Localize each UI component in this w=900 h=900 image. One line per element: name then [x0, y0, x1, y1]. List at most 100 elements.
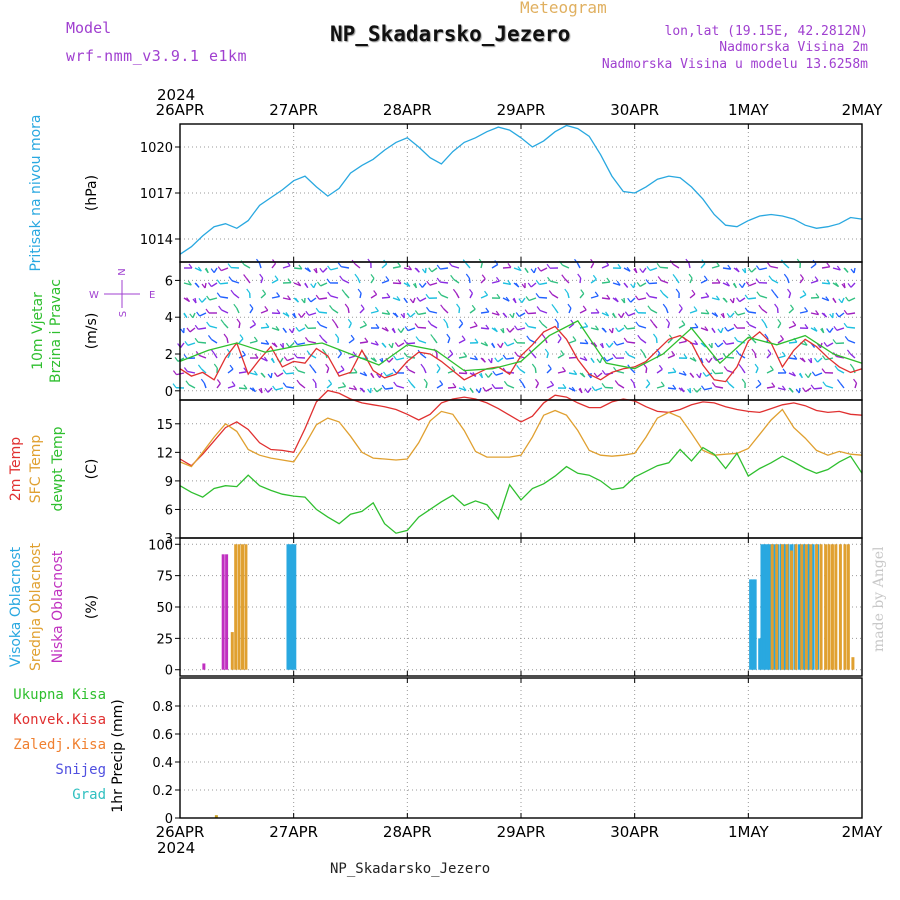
wind-barb-flag	[184, 340, 189, 346]
wind-barb-flag	[514, 325, 519, 331]
wind-barb-flag	[745, 281, 750, 287]
y-tick-label: 1014	[140, 233, 173, 248]
wind-barb-flag	[789, 387, 794, 393]
wind-barb-flag	[758, 304, 763, 310]
wind-barb	[551, 293, 559, 299]
year-label-bottom: 2024	[157, 839, 195, 857]
wind-barb-flag	[602, 327, 607, 333]
wind-barb-flag	[452, 288, 457, 294]
panel-precip: 0 0.2 0.4 0.6 0.8 Ukupna Kisa Konvek.Kisa Zaled…	[13, 677, 863, 827]
wind-barb	[187, 370, 196, 374]
wind-barb-flag	[227, 263, 232, 268]
wind-barb-flag	[296, 379, 301, 385]
wind-barb-flag	[615, 327, 620, 333]
precip-legend-label: Ukupna Kisa	[13, 687, 106, 703]
wind-barb-flag	[231, 381, 236, 387]
wind-barb	[198, 327, 207, 330]
wind-barb-flag	[708, 343, 713, 349]
wind-barb	[502, 266, 511, 269]
wind-barb	[590, 278, 597, 284]
wind-barb-flag	[557, 334, 562, 339]
wind-barb-flag	[705, 309, 710, 315]
wind-barb-flag	[680, 387, 685, 393]
wind-barb-flag	[370, 373, 375, 379]
wind-barb-flag	[473, 321, 478, 327]
wind-barb	[777, 338, 784, 344]
wind-barb-flag	[475, 388, 480, 394]
wind-barb-flag	[727, 264, 732, 270]
wind-barb	[409, 312, 416, 318]
wind-barb-flag	[581, 372, 586, 378]
precip-legend-label: Konvek.Kisa	[13, 712, 106, 728]
wind-key-south: S	[118, 311, 129, 317]
wind-barb	[632, 282, 636, 289]
wind-barb	[596, 372, 603, 378]
wind-barb	[354, 263, 361, 269]
wind-barb	[612, 282, 621, 286]
wind-barb-flag	[406, 282, 411, 287]
wind-barb-flag	[482, 386, 487, 392]
wind-barb	[541, 323, 548, 329]
wind-barb-flag	[573, 370, 578, 375]
wind-barb	[727, 327, 735, 332]
wind-barb-flag	[397, 328, 402, 333]
wind-barb-flag	[825, 296, 830, 302]
wind-barb	[854, 382, 858, 389]
wind-barb-flag	[512, 298, 517, 304]
wind-barb	[521, 297, 526, 303]
watermark: made by Angel	[871, 546, 887, 653]
wind-barb-flag	[220, 319, 225, 325]
wind-barb	[739, 297, 746, 303]
wind-barb	[381, 312, 390, 315]
wind-barb-flag	[172, 383, 177, 389]
x-tick-label-bottom: 1MAY	[728, 823, 770, 841]
wind-barb-flag	[711, 328, 716, 333]
wind-barb-flag	[465, 273, 470, 279]
wind-barb	[431, 267, 438, 273]
bar-visokaoblacnost	[286, 544, 290, 670]
y-tick-label: 50	[156, 601, 173, 616]
wind-barb-flag	[694, 323, 699, 328]
wind-barb-flag	[404, 326, 409, 331]
wind-barb-flag	[683, 353, 688, 359]
wind-barb-flag	[849, 363, 854, 369]
wind-barb-flag	[807, 358, 812, 364]
wind-barb	[832, 267, 841, 271]
wind-barb	[617, 383, 625, 389]
lonlat-label: lon,lat (19.15E, 42.2812N)	[664, 24, 869, 39]
y-tick-label: 2	[165, 348, 173, 363]
wind-barb-flag	[357, 288, 362, 294]
wind-barb-flag	[682, 370, 687, 376]
wind-barb	[579, 293, 585, 299]
wind-barb	[429, 282, 438, 286]
wind-barb-flag	[383, 371, 388, 377]
wind-barb-flag	[421, 268, 426, 274]
wind-barb	[249, 323, 256, 329]
wind-barb	[579, 309, 587, 314]
x-tick-label-bottom: 28APR	[383, 823, 432, 841]
wind-barb-flag	[658, 364, 663, 370]
wind-barb	[729, 312, 735, 318]
wind-barb-flag	[550, 380, 555, 386]
wind-barb-flag	[524, 322, 529, 327]
wind-barb-flag	[297, 281, 302, 287]
wind-barb-flag	[204, 268, 209, 274]
wind-barb-flag	[305, 310, 310, 316]
wind-barb-flag	[515, 312, 520, 317]
wind-barb-flag	[174, 356, 179, 362]
series-speed	[179, 325, 863, 383]
x-tick-label-top: 1MAY	[728, 101, 770, 119]
wind-barb-flag	[781, 351, 786, 357]
wind-barb-flag	[265, 322, 270, 328]
wind-barb-flag	[789, 304, 794, 310]
wind-barb	[751, 267, 757, 273]
wind-barb-flag	[733, 323, 738, 329]
wind-barb	[590, 295, 599, 299]
wind-barb-flag	[319, 334, 324, 340]
wind-barb	[313, 282, 317, 289]
wind-barb-flag	[428, 267, 433, 273]
wind-barb-flag	[230, 289, 235, 295]
wind-barb	[599, 357, 603, 364]
panel-frame	[179, 677, 863, 819]
